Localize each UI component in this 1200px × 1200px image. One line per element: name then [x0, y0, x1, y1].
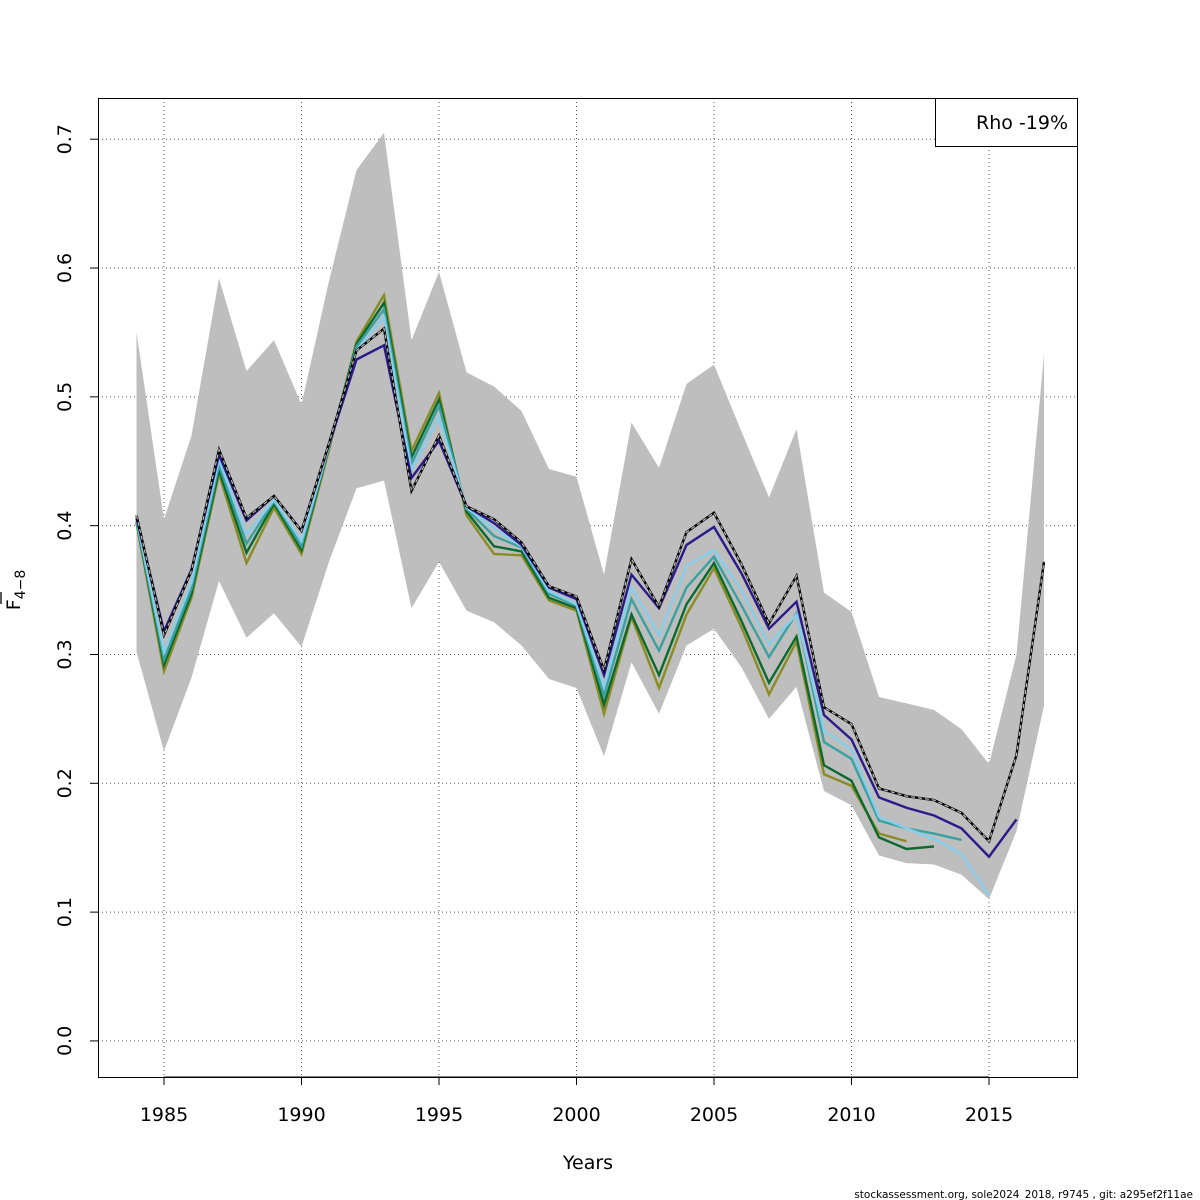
- y-axis-label-main: F: [3, 599, 25, 610]
- y-tick-label-0.6: 0.6: [54, 253, 76, 283]
- series-line-peel-5: [135, 291, 907, 843]
- svg-text:F4−8: F4−8: [3, 570, 29, 610]
- x-axis-label: Years: [562, 1152, 613, 1174]
- y-tick-label-0.7: 0.7: [54, 124, 76, 154]
- x-tick-label-2015: 2015: [965, 1104, 1013, 1126]
- confidence-band-area: [136, 132, 1044, 900]
- series-line-base-dash: [135, 327, 1045, 843]
- series-line-peel-4: [135, 299, 935, 851]
- x-axis: 1985 1990 1995 2000 2005 2010 2015: [140, 1076, 1013, 1126]
- y-tick-label-0.5: 0.5: [54, 382, 76, 412]
- y-tick-label-0.1: 0.1: [54, 897, 76, 927]
- y-tick-label-0.2: 0.2: [54, 768, 76, 798]
- y-axis: 0.0 0.1 0.2 0.3 0.4 0.5 0.6 0.7: [54, 124, 98, 1056]
- x-tick-label-1985: 1985: [140, 1104, 188, 1126]
- series-lines: [135, 291, 1046, 897]
- x-tick-label-2000: 2000: [552, 1104, 600, 1126]
- x-tick-label-1990: 1990: [277, 1104, 325, 1126]
- legend-box: [935, 98, 1078, 147]
- y-axis-label-sub: 4−8: [13, 570, 29, 600]
- x-tick-label-1995: 1995: [415, 1104, 463, 1126]
- footer-text: stockassessment.org, sole2024_2018, r974…: [854, 1189, 1193, 1200]
- x-tick-label-2005: 2005: [690, 1104, 738, 1126]
- y-tick-label-0.3: 0.3: [54, 639, 76, 669]
- confidence-band: [136, 132, 1044, 900]
- series-line-peel-2: [135, 314, 990, 897]
- y-tick-label-0.4: 0.4: [54, 511, 76, 541]
- x-tick-label-2010: 2010: [827, 1104, 875, 1126]
- legend-text: Rho -19%: [976, 112, 1068, 134]
- y-axis-label: F4−8: [0, 570, 29, 610]
- legend: Rho -19%: [935, 98, 1078, 147]
- y-tick-label-0.0: 0.0: [54, 1026, 76, 1056]
